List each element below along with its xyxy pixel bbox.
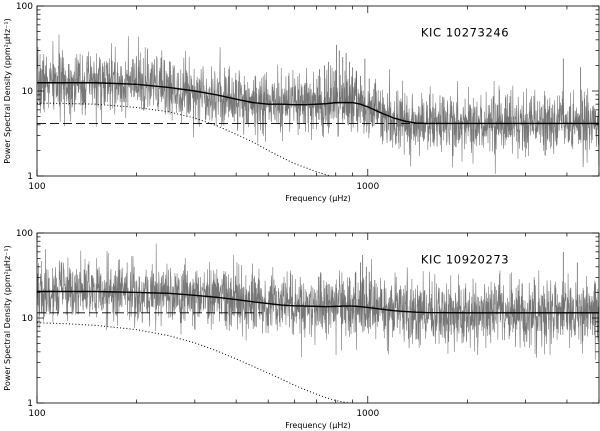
fit-line xyxy=(37,290,599,314)
y-tick-label-100: 100 xyxy=(16,2,33,12)
panel-top: 100 1000 1 10 100 Frequency (μHz) Power … xyxy=(3,2,600,203)
star-id-label: KIC 10920273 xyxy=(421,252,509,266)
y-axis-title: Power Spectral Density (ppm²μHz⁻¹) xyxy=(3,245,12,390)
observed-spectrum-line xyxy=(37,243,599,360)
y-tick-label-10: 10 xyxy=(22,314,34,324)
y-tick-label-1: 1 xyxy=(27,399,33,409)
granulation-line xyxy=(37,322,354,403)
x-tick-label-100: 100 xyxy=(28,409,45,419)
x-axis-title: Frequency (μHz) xyxy=(285,421,350,430)
spectrum-plot-area xyxy=(37,243,599,403)
observed-spectrum-line xyxy=(37,34,599,174)
y-axis-title: Power Spectral Density (ppm²μHz⁻¹) xyxy=(3,18,12,163)
x-tick-label-1000: 1000 xyxy=(356,409,379,419)
star-id-label: KIC 10273246 xyxy=(421,25,509,39)
y-tick-label-10: 10 xyxy=(22,87,34,97)
y-tick-label-100: 100 xyxy=(16,229,33,239)
x-tick-label-100: 100 xyxy=(28,182,45,192)
x-tick-label-1000: 1000 xyxy=(356,182,379,192)
panel-bottom: 100 1000 1 10 100 Frequency (μHz) Power … xyxy=(3,229,600,430)
axis-ticks xyxy=(36,5,600,177)
x-axis-title: Frequency (μHz) xyxy=(285,194,350,203)
spectrum-plot-area xyxy=(37,34,599,176)
axis-ticks xyxy=(36,232,600,404)
y-tick-label-1: 1 xyxy=(27,172,33,182)
